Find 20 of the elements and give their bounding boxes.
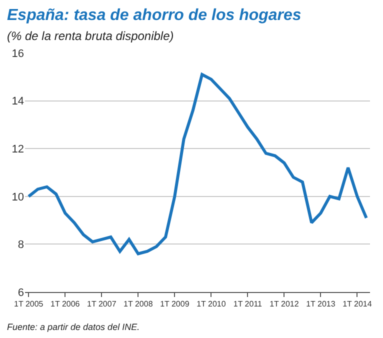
line-series	[27, 73, 368, 256]
x-tick-label: 1T 2013	[306, 300, 336, 309]
x-tick-label: 1T 2014	[342, 300, 372, 309]
x-tick-label: 1T 2006	[50, 300, 80, 309]
chart-title: España: tasa de ahorro de los hogares	[7, 7, 302, 24]
x-tick-label: 1T 2007	[87, 300, 117, 309]
chart-subtitle: (% de la renta bruta disponible)	[7, 29, 174, 43]
x-tick-label: 1T 2010	[196, 300, 226, 309]
y-tick-label: 14	[12, 96, 24, 108]
x-tick-label: 1T 2011	[233, 300, 263, 309]
y-tick-label: 12	[12, 143, 24, 156]
x-tick-label: 1T 2012	[270, 300, 300, 309]
x-tick-label: 1T 2008	[124, 300, 154, 309]
source-note: Fuente: a partir de datos del INE.	[7, 322, 140, 332]
y-tick-label: 10	[12, 191, 24, 204]
x-tick-label: 1T 2009	[160, 300, 190, 309]
y-tick-label: 8	[18, 239, 24, 252]
x-tick-label: 1T 2005	[14, 300, 44, 309]
y-tick-label: 6	[18, 286, 24, 299]
y-tick-label: 16	[12, 48, 24, 60]
